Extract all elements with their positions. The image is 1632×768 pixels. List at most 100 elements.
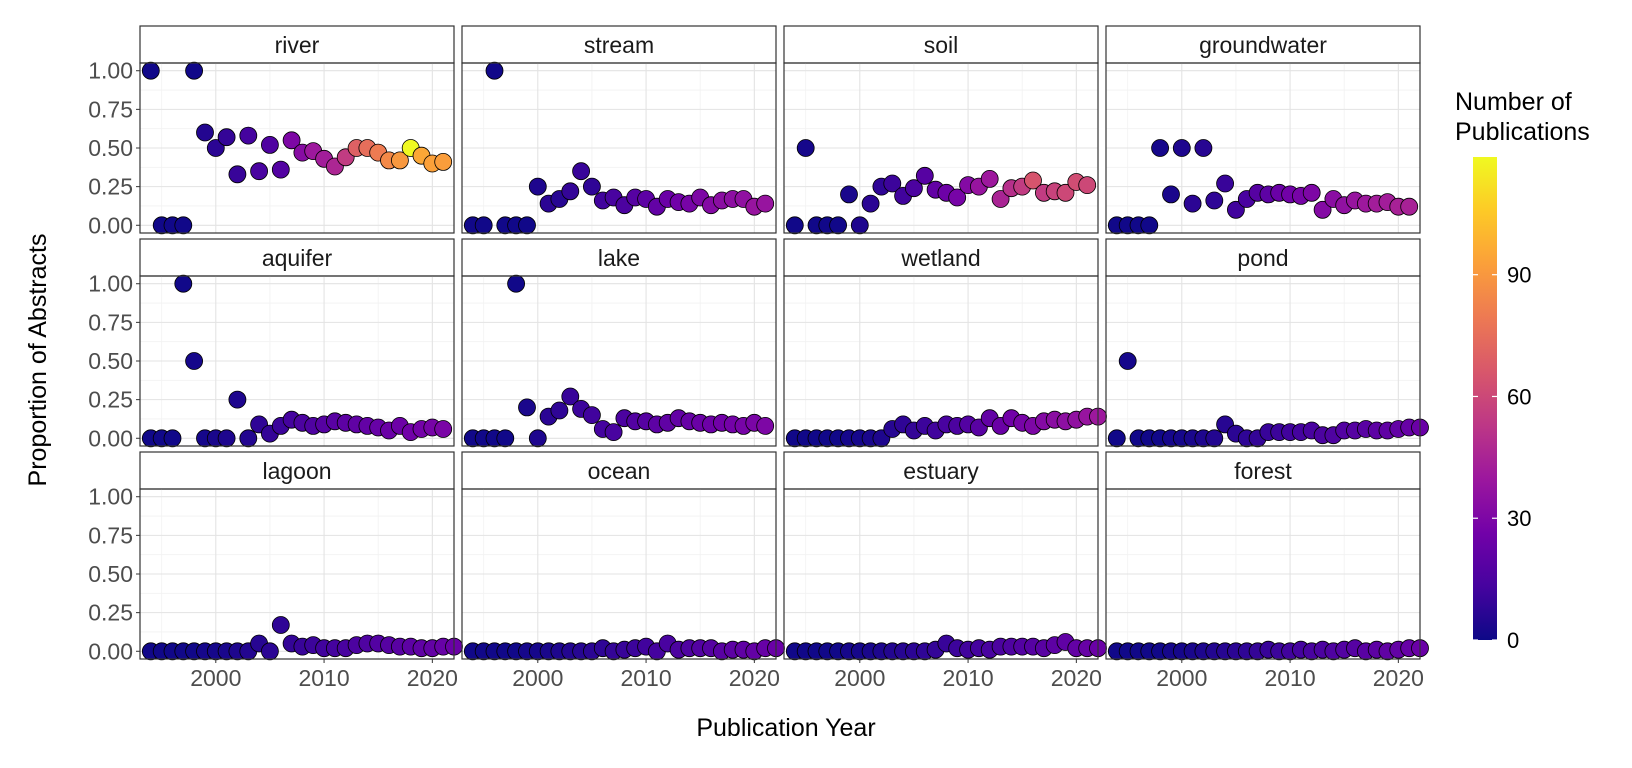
data-point (1056, 183, 1075, 202)
data-point (583, 177, 601, 196)
data-point (1205, 191, 1224, 210)
data-point (528, 177, 547, 196)
facet-panel-lagoon: lagoon 0.00 0.25 0.50 0.75 1.00 2000 2010 2020 (88, 451, 463, 691)
data-point (1313, 200, 1332, 219)
y-tick-label: 0.75 (88, 96, 133, 122)
facet-panel-lake: lake (461, 238, 777, 448)
panel-border (1105, 275, 1421, 447)
data-point (390, 151, 409, 170)
facet-strip-label: estuary (903, 458, 979, 484)
data-point (905, 179, 923, 198)
data-point (206, 139, 225, 157)
y-tick-label: 0.00 (88, 638, 133, 664)
data-point (434, 420, 453, 438)
data-point (861, 194, 880, 213)
x-tick-label: 2000 (834, 665, 885, 691)
facet-strip (1105, 238, 1421, 277)
x-tick-label: 2000 (512, 665, 563, 691)
colorbar-tick-label: 0 (1507, 628, 1519, 653)
data-point (474, 216, 493, 235)
colorbar-tick-label: 90 (1507, 263, 1531, 288)
data-point (785, 216, 804, 235)
data-point (174, 274, 193, 293)
data-point (1400, 197, 1419, 216)
panel-border (461, 488, 777, 660)
y-tick-label: 0.00 (88, 212, 133, 238)
data-point (528, 429, 547, 448)
y-tick-label: 0.25 (88, 600, 133, 626)
facet-strip (1105, 451, 1421, 490)
data-point (496, 429, 515, 448)
x-tick-label: 2020 (1373, 665, 1424, 691)
y-tick-label: 0.00 (88, 425, 133, 451)
data-point (196, 123, 214, 142)
panel-border (783, 275, 1099, 447)
data-point (980, 169, 999, 188)
facet-strip (139, 451, 455, 490)
panel-border (461, 62, 777, 234)
facet-panel-pond: pond (1105, 238, 1429, 448)
data-point (840, 185, 858, 204)
panel-border (1105, 488, 1421, 660)
data-point (174, 216, 193, 235)
facet-panel-aquifer: aquifer 0.00 0.25 0.50 0.75 1.00 (88, 238, 455, 451)
data-point (550, 401, 569, 420)
data-point (434, 152, 453, 171)
data-point (271, 160, 290, 179)
y-tick-label: 1.00 (88, 271, 133, 297)
facet-strip (461, 238, 777, 277)
y-tick-label: 0.25 (88, 387, 133, 413)
facet-strip (1105, 25, 1421, 64)
x-tick-label: 2020 (1051, 665, 1102, 691)
data-point (271, 616, 290, 634)
panel-border (461, 275, 777, 447)
data-point (507, 274, 525, 293)
colorbar (1473, 157, 1497, 640)
legend-title-line-2: Publications (1455, 118, 1590, 146)
data-point (1205, 429, 1224, 448)
data-point (185, 352, 204, 370)
facet-panel-estuary: estuary 2000 2010 2020 (783, 451, 1107, 691)
facet-strip-label: groundwater (1199, 32, 1327, 58)
data-point (239, 126, 258, 145)
y-axis-title: Proportion of Abstracts (24, 234, 52, 487)
y-tick-label: 1.00 (88, 58, 133, 84)
colorbar-tick-label: 30 (1507, 506, 1531, 531)
data-point (228, 165, 247, 184)
facet-strip (139, 238, 455, 277)
panel-border (783, 488, 1099, 660)
data-point (1216, 174, 1234, 193)
facet-strip-label: soil (924, 32, 959, 58)
data-point (1024, 171, 1042, 190)
data-point (260, 642, 279, 661)
facet-strip-label: aquifer (262, 245, 333, 271)
data-point (163, 429, 182, 448)
facet-panels: river 0.00 0.25 0.50 0.75 1.00 stream soil groun… (88, 25, 1429, 691)
data-point (1118, 352, 1137, 370)
data-point (1162, 185, 1180, 204)
x-tick-label: 2010 (1264, 665, 1315, 691)
data-point (1107, 429, 1126, 448)
data-point (583, 406, 601, 425)
data-point (1151, 139, 1169, 157)
y-tick-label: 0.50 (88, 561, 133, 587)
data-point (948, 188, 967, 207)
y-tick-label: 0.50 (88, 135, 133, 161)
data-point (1227, 200, 1245, 219)
data-point (604, 423, 623, 442)
facet-strip (783, 238, 1099, 277)
data-point (217, 128, 236, 147)
facet-panel-ocean: ocean 2000 2010 2020 (461, 451, 785, 691)
data-point (518, 216, 536, 235)
data-point (185, 61, 204, 80)
data-point (485, 61, 504, 80)
y-tick-label: 0.25 (88, 174, 133, 200)
facet-strip-label: stream (584, 32, 654, 58)
data-point (915, 166, 934, 185)
facet-panel-stream: stream (461, 25, 777, 235)
facet-strip-label: lagoon (262, 458, 331, 484)
facet-strip-label: pond (1237, 245, 1288, 271)
panel-border (783, 62, 1099, 234)
data-point (756, 416, 775, 435)
